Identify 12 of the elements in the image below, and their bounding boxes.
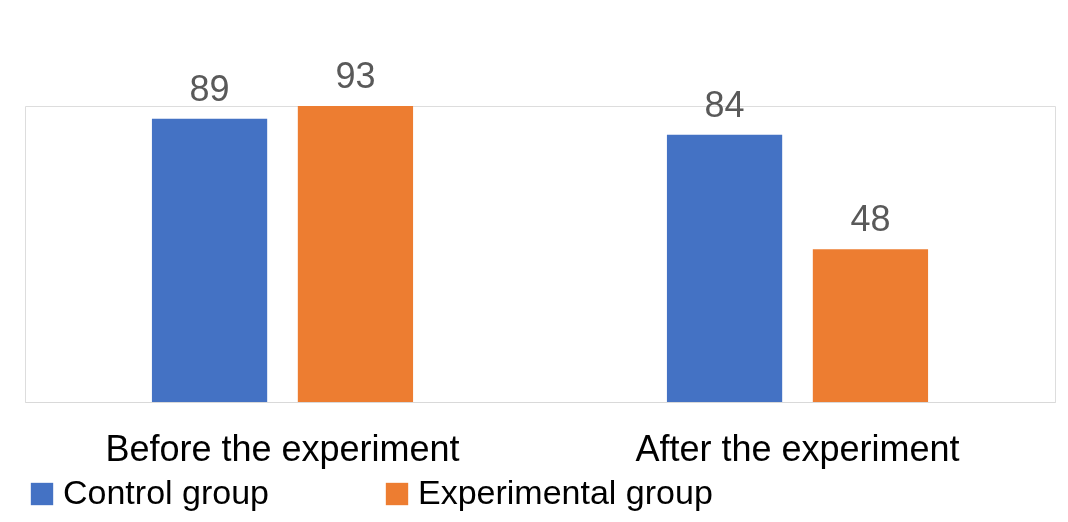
x-tick-label: Before the experiment <box>105 427 460 469</box>
bar <box>297 106 414 402</box>
data-label: 48 <box>850 198 891 240</box>
data-label: 89 <box>189 67 230 109</box>
bar <box>812 249 929 402</box>
bar <box>151 118 268 402</box>
data-label: 84 <box>704 83 745 125</box>
legend-label: Control group <box>63 473 270 511</box>
x-tick-label: After the experiment <box>635 427 960 469</box>
data-label: 93 <box>335 55 376 96</box>
bar <box>666 134 783 402</box>
legend-label: Experimental group <box>418 473 713 511</box>
